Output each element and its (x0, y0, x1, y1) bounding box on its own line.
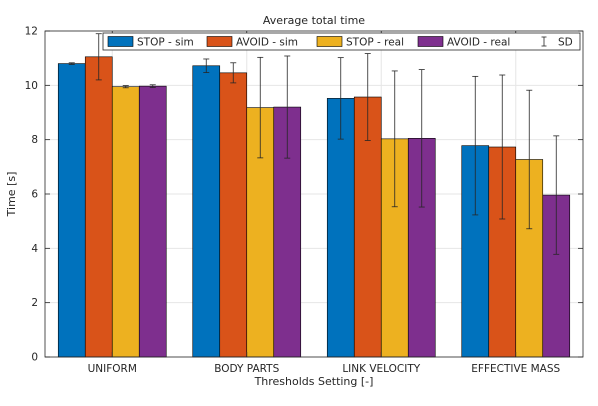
legend-label: AVOID - real (447, 37, 510, 49)
legend-swatch (206, 36, 233, 47)
y-tick-label: 0 (31, 352, 38, 364)
x-tick-label: EFFECTIVE MASS (471, 363, 560, 375)
legend-sd-label: SD (558, 37, 573, 49)
bars-group (57, 56, 571, 358)
bar (138, 85, 167, 358)
y-tick-label: 2 (31, 297, 38, 309)
x-tick-label: BODY PARTS (214, 363, 279, 375)
x-tick-label: UNIFORM (88, 363, 137, 375)
legend: STOP - sim AVOID - sim STOP - real AVOID - … (102, 32, 581, 51)
legend-swatch (107, 36, 134, 47)
bar (111, 86, 140, 358)
legend-swatch (417, 36, 444, 47)
bar (57, 63, 86, 358)
y-tick-label: 4 (31, 243, 38, 255)
y-tick-label: 12 (25, 26, 38, 38)
y-tick-label: 6 (31, 189, 38, 201)
bar (326, 98, 355, 358)
y-axis-label: Time [s] (5, 172, 18, 218)
legend-swatch (316, 36, 343, 47)
legend-label: AVOID - sim (236, 37, 298, 49)
x-axis-label: Thresholds Setting [-] (254, 375, 374, 388)
tick-labels-group: 0 2 4 6 8 10 12 UNIFORM BODY PARTS LINK VELOCITY E… (25, 26, 561, 376)
bar (219, 72, 248, 358)
y-tick-label: 10 (25, 80, 38, 92)
x-tick-label: LINK VELOCITY (342, 363, 420, 375)
bar (84, 56, 113, 358)
legend-label: STOP - real (346, 37, 404, 49)
chart-title: Average total time (263, 14, 365, 27)
y-tick-label: 8 (31, 134, 38, 146)
legend-label: STOP - sim (137, 37, 194, 49)
error-bars-group (68, 33, 560, 255)
bar (192, 65, 221, 358)
